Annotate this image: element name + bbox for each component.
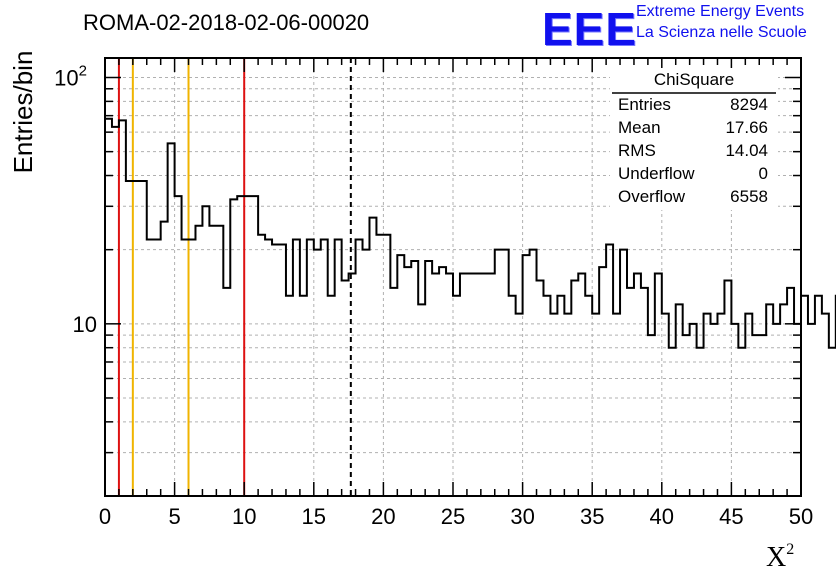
x-axis-label: X2 xyxy=(766,541,794,572)
x-axis-ticks: 0 5 10 15 20 25 30 35 40 45 50 xyxy=(99,58,813,529)
y-tick-label-base: 10 xyxy=(54,66,78,91)
histogram-line xyxy=(105,117,836,349)
x-tick-label: 0 xyxy=(99,504,111,529)
stats-value-entries: 8294 xyxy=(730,95,768,114)
reference-lines xyxy=(117,58,352,496)
x-tick-label: 5 xyxy=(168,504,180,529)
logo-text-line1: Extreme Energy Events xyxy=(636,3,805,20)
stats-label-entries: Entries xyxy=(618,95,671,114)
y-axis-ticks xyxy=(105,76,801,497)
x-tick-label: 45 xyxy=(719,504,743,529)
y-tick-label: 10 xyxy=(73,312,97,337)
logo-text-line2: La Scienza nelle Scuole xyxy=(636,24,807,41)
stats-box-title: ChiSquare xyxy=(654,70,734,89)
x-tick-label: 25 xyxy=(441,504,465,529)
x-tick-label: 40 xyxy=(650,504,674,529)
stats-value-overflow: 6558 xyxy=(730,187,768,206)
stats-label-rms: RMS xyxy=(618,141,656,160)
stats-label-overflow: Overflow xyxy=(618,187,686,206)
stats-label-underflow: Underflow xyxy=(618,164,695,183)
y-tick-label-exponent: 2 xyxy=(79,63,87,80)
x-axis-label-superscript: 2 xyxy=(786,541,794,558)
stats-value-mean: 17.66 xyxy=(725,118,768,137)
x-tick-label: 10 xyxy=(232,504,256,529)
eee-logo: EEE xyxy=(542,3,638,55)
x-tick-label: 30 xyxy=(510,504,534,529)
x-tick-label: 50 xyxy=(789,504,813,529)
stats-box: ChiSquare Entries 8294 Mean 17.66 RMS 14… xyxy=(610,68,778,210)
stats-value-underflow: 0 xyxy=(759,164,768,183)
stats-label-mean: Mean xyxy=(618,118,661,137)
x-tick-label: 15 xyxy=(302,504,326,529)
run-title: ROMA-02-2018-02-06-00020 xyxy=(83,10,370,35)
y-tick-label: 102 xyxy=(54,63,87,91)
stats-box-background xyxy=(610,68,778,210)
x-tick-label: 20 xyxy=(371,504,395,529)
y-axis-label: Entries/bin xyxy=(8,51,38,174)
stats-value-rms: 14.04 xyxy=(725,141,768,160)
x-tick-label: 35 xyxy=(580,504,604,529)
x-axis-label-base: X xyxy=(766,542,786,572)
